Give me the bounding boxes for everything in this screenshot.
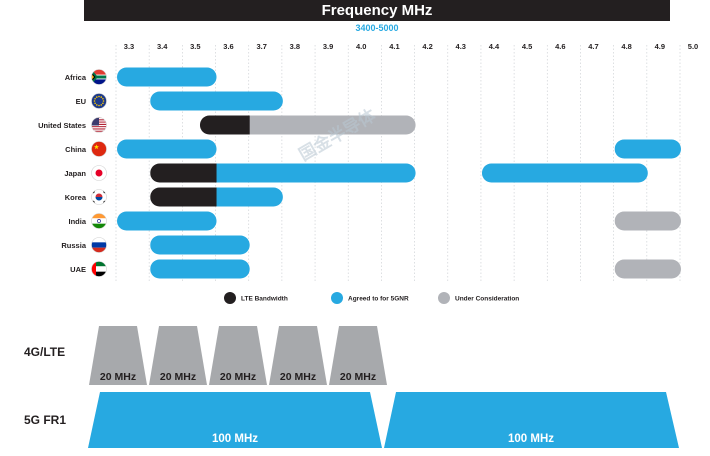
x-tick-label: 4.1 — [389, 42, 399, 51]
lte-channel — [89, 326, 147, 385]
lte-channel-label: 20 MHz — [280, 371, 316, 383]
chart-subtitle: 3400-5000 — [355, 23, 399, 33]
bar-group — [150, 163, 416, 183]
country-label: China — [65, 145, 87, 154]
country-label: United States — [38, 121, 86, 130]
x-tick-label: 4.8 — [621, 42, 631, 51]
us-flag-icon — [91, 117, 107, 133]
country-label: EU — [76, 97, 86, 106]
bar-group — [614, 139, 681, 159]
country-labels: Africa EU United States China Japan Korea Indi… — [38, 73, 87, 274]
bar-agreed — [150, 259, 250, 279]
x-tick-label: 4.2 — [422, 42, 432, 51]
x-tick-label: 3.9 — [323, 42, 333, 51]
country-flags — [91, 69, 107, 277]
bandwidth-diagram: 4G/LTE 5G FR1 20 MHz 20 MHz 20 MHz 20 MHz 20 M… — [24, 326, 679, 448]
lte-channel-label: 20 MHz — [220, 371, 256, 383]
bar-group — [199, 115, 416, 135]
bar-group — [150, 91, 283, 111]
bar-group — [150, 259, 250, 279]
country-label: Russia — [61, 241, 86, 250]
x-tick-label: 3.3 — [124, 42, 134, 51]
bar-group — [117, 211, 217, 231]
nr-channel-label: 100 MHz — [508, 433, 554, 445]
x-tick-label: 4.7 — [588, 42, 598, 51]
x-tick-label: 3.4 — [157, 42, 168, 51]
uae-flag-icon — [91, 261, 107, 277]
bar-group — [117, 67, 217, 87]
legend-marker-lte — [224, 292, 236, 304]
country-label: India — [68, 217, 86, 226]
bar-lte — [150, 187, 218, 207]
nr-channel-label: 100 MHz — [212, 433, 258, 445]
lte-channel-label: 20 MHz — [160, 371, 196, 383]
chart-title: Frequency MHz — [84, 0, 670, 21]
bar-lte — [150, 163, 218, 183]
x-axis-ticks: 3.3 3.4 3.5 3.6 3.7 3.8 3.9 4.0 4.1 4.2 4.3 4.4 4.5 4… — [124, 42, 698, 51]
bar-group — [150, 187, 283, 207]
watermark: 国金半导体 — [295, 104, 380, 165]
bar-agreed — [150, 235, 250, 255]
lte-channel-label: 20 MHz — [100, 371, 136, 383]
country-label: Africa — [65, 73, 87, 82]
russia-flag-icon — [91, 237, 107, 253]
legend-label-agreed: Agreed to for 5GNR — [348, 296, 409, 303]
country-label: Japan — [64, 169, 86, 178]
x-tick-label: 4.3 — [456, 42, 466, 51]
x-tick-label: 3.8 — [290, 42, 300, 51]
bar-agreed — [150, 91, 283, 111]
bar-group — [614, 211, 681, 231]
nr-channel — [88, 392, 382, 448]
country-label: Korea — [65, 193, 87, 202]
x-tick-label: 3.7 — [256, 42, 266, 51]
lte-channel — [149, 326, 207, 385]
lte-row-label: 4G/LTE — [24, 345, 65, 359]
bar-agreed — [216, 163, 416, 183]
korea-flag-icon — [91, 189, 107, 205]
nr-channel — [384, 392, 679, 448]
x-tick-label: 4.0 — [356, 42, 366, 51]
bar-agreed — [481, 163, 648, 183]
bar-group — [150, 235, 250, 255]
bar-group — [117, 139, 217, 159]
legend-label-consideration: Under Consideration — [455, 296, 519, 303]
country-label: UAE — [70, 265, 86, 274]
lte-channel — [269, 326, 327, 385]
x-tick-label: 3.5 — [190, 42, 200, 51]
bar-agreed — [614, 139, 681, 159]
legend-label-lte: LTE Bandwidth — [241, 296, 288, 303]
bar-group — [481, 163, 648, 183]
lte-channel — [329, 326, 387, 385]
legend: LTE Bandwidth Agreed to for 5GNR Under Con… — [224, 292, 519, 304]
japan-flag-icon — [91, 165, 107, 181]
x-tick-label: 4.6 — [555, 42, 565, 51]
eu-flag-icon — [91, 93, 107, 109]
bar-consideration — [249, 115, 416, 135]
bar-agreed — [117, 211, 217, 231]
bar-agreed — [117, 67, 217, 87]
bar-consideration — [614, 211, 681, 231]
x-tick-label: 5.0 — [688, 42, 698, 51]
lte-channel — [209, 326, 267, 385]
bar-group — [614, 259, 681, 279]
legend-marker-consideration — [438, 292, 450, 304]
bar-agreed — [216, 187, 283, 207]
x-tick-label: 4.5 — [522, 42, 532, 51]
bar-lte — [199, 115, 251, 135]
bar-agreed — [117, 139, 217, 159]
nr-row-label: 5G FR1 — [24, 413, 66, 427]
india-flag-icon — [91, 213, 107, 229]
lte-channel-label: 20 MHz — [340, 371, 376, 383]
south-africa-flag-icon — [91, 69, 107, 85]
x-tick-label: 3.6 — [223, 42, 233, 51]
x-tick-label: 4.9 — [655, 42, 665, 51]
bar-consideration — [614, 259, 681, 279]
china-flag-icon — [91, 141, 107, 157]
x-tick-label: 4.4 — [489, 42, 500, 51]
legend-marker-agreed — [331, 292, 343, 304]
frequency-bars — [117, 67, 681, 279]
